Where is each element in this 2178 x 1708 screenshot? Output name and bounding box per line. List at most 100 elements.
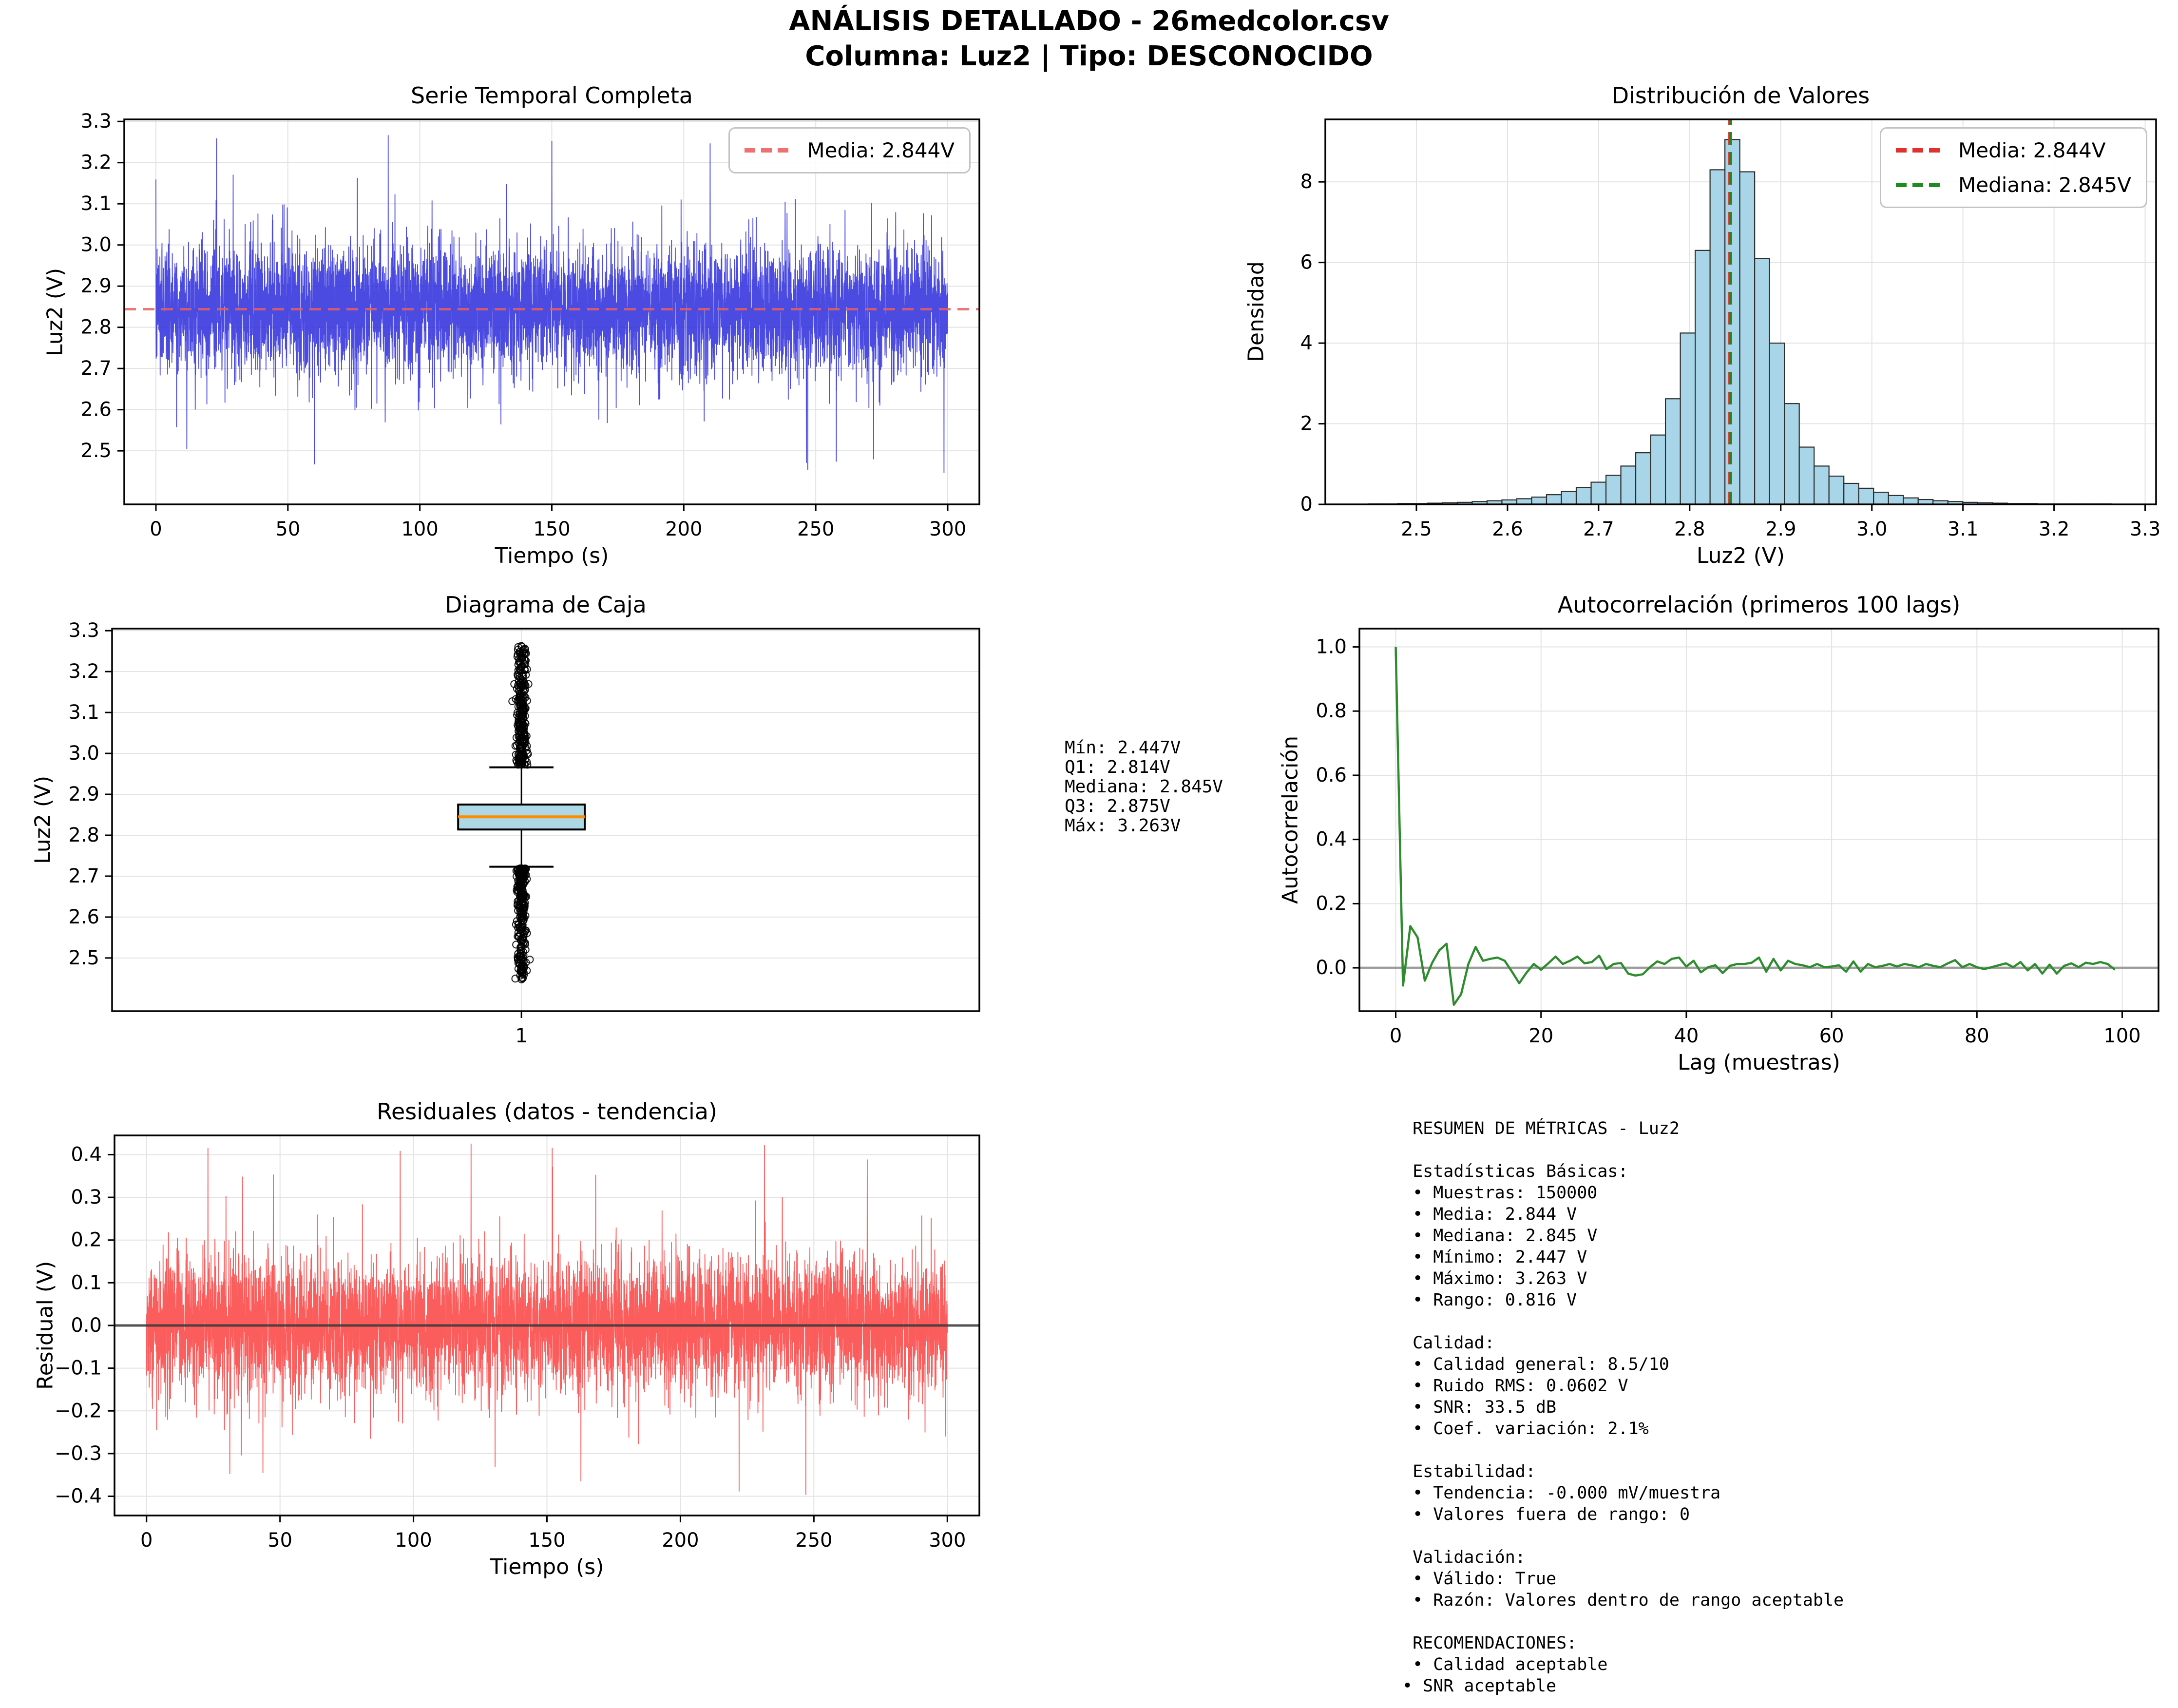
histogram-ylabel: Densidad (1243, 261, 1269, 363)
legend-label-mediana: Mediana: 2.845V (1958, 173, 2131, 197)
svg-text:250: 250 (795, 1529, 832, 1552)
svg-text:3.0: 3.0 (1856, 518, 1888, 540)
histogram-xlabel: Luz2 (V) (1696, 543, 1785, 568)
svg-text:0.1: 0.1 (71, 1271, 102, 1294)
legend-item-media: Media: 2.844V (1896, 138, 2131, 162)
boxplot-plot: 1 2.5 2.6 2.7 2.8 2.9 3.0 3.1 3.2 3.3 (68, 619, 980, 1047)
mediana-dash-sample-icon (1896, 183, 1945, 187)
svg-text:2.5: 2.5 (68, 947, 99, 969)
svg-text:3.3: 3.3 (2130, 518, 2161, 540)
svg-text:2.7: 2.7 (1583, 518, 1614, 540)
svg-text:2.6: 2.6 (68, 906, 99, 928)
timeseries-legend: Media: 2.844V (728, 127, 971, 173)
legend-item-mediana: Mediana: 2.845V (1896, 173, 2131, 197)
svg-text:3.2: 3.2 (80, 152, 112, 174)
svg-text:20: 20 (1528, 1025, 1553, 1047)
svg-text:250: 250 (797, 518, 834, 540)
svg-text:−0.3: −0.3 (55, 1442, 102, 1465)
histogram-title: Distribución de Valores (1611, 82, 1870, 109)
svg-text:50: 50 (275, 518, 300, 540)
boxplot-ylabel: Luz2 (V) (30, 775, 56, 864)
svg-text:1.0: 1.0 (1316, 636, 1347, 658)
svg-text:2.7: 2.7 (80, 357, 112, 380)
svg-text:150: 150 (533, 518, 570, 540)
suptitle-line1: ANÁLISIS DETALLADO - 26medcolor.csv (789, 5, 1389, 37)
boxplot-stats-panel: Mín: 2.447V Q1: 2.814V Mediana: 2.845V Q… (1065, 738, 1223, 836)
legend-label-media: Media: 2.844V (1958, 138, 2106, 162)
svg-text:8: 8 (1300, 171, 1313, 193)
timeseries-title: Serie Temporal Completa (411, 82, 693, 109)
svg-text:0: 0 (150, 518, 162, 540)
svg-text:2.5: 2.5 (80, 440, 112, 462)
autocorr-title: Autocorrelación (primeros 100 lags) (1557, 592, 1961, 618)
svg-text:2.6: 2.6 (80, 399, 112, 421)
svg-text:−0.1: −0.1 (55, 1357, 102, 1380)
media-dash-sample-icon (745, 148, 794, 153)
residuals-title: Residuales (datos - tendencia) (377, 1098, 717, 1125)
svg-text:0: 0 (140, 1529, 153, 1552)
legend-item-media: Media: 2.844V (745, 138, 955, 162)
media-dash-sample-icon (1896, 148, 1945, 153)
svg-text:−0.2: −0.2 (55, 1400, 102, 1422)
svg-text:2.9: 2.9 (80, 275, 112, 297)
svg-text:2.9: 2.9 (68, 783, 99, 806)
svg-text:3.1: 3.1 (68, 701, 99, 724)
svg-text:100: 100 (2103, 1025, 2140, 1047)
svg-text:0: 0 (1390, 1025, 1402, 1047)
residuals-xlabel: Tiempo (s) (490, 1554, 604, 1579)
svg-text:3.1: 3.1 (80, 192, 112, 215)
svg-text:3.3: 3.3 (80, 110, 112, 133)
svg-text:60: 60 (1819, 1025, 1844, 1047)
residuals-plot: 0 50 100 150 200 250 300 −0.4 −0.3 −0.2 −0.1 0.0 0.1… (55, 1134, 980, 1552)
svg-text:2.8: 2.8 (80, 316, 112, 339)
svg-text:200: 200 (665, 518, 702, 540)
svg-text:2.6: 2.6 (1492, 518, 1523, 540)
svg-text:0.4: 0.4 (1316, 828, 1347, 851)
svg-text:200: 200 (662, 1529, 699, 1552)
timeseries-ylabel: Luz2 (V) (42, 268, 68, 356)
svg-text:0.3: 0.3 (71, 1186, 102, 1209)
figure-suptitle: ANÁLISIS DETALLADO - 26medcolor.csv Colu… (0, 4, 2178, 74)
timeseries-xlabel: Tiempo (s) (495, 543, 609, 568)
metrics-summary-panel: RESUMEN DE MÉTRICAS - Luz2 Estadísticas … (1402, 1118, 1844, 1697)
svg-text:100: 100 (401, 518, 438, 540)
svg-text:0.2: 0.2 (71, 1229, 102, 1251)
svg-text:3.1: 3.1 (1948, 518, 1979, 540)
timeseries-plot: 0 50 100 150 200 250 300 2.5 2.6 2.7 2.8 2.9 3.0 3.1 3… (80, 110, 980, 540)
histogram-legend: Media: 2.844V Mediana: 2.845V (1880, 127, 2147, 208)
svg-text:150: 150 (528, 1529, 565, 1552)
svg-text:0: 0 (1300, 493, 1313, 516)
svg-text:0.0: 0.0 (1316, 957, 1347, 979)
svg-text:2.7: 2.7 (68, 865, 99, 887)
metrics-summary-last-line: • SNR aceptable (1402, 1676, 1557, 1696)
svg-text:3.0: 3.0 (80, 234, 112, 256)
svg-text:2.8: 2.8 (68, 824, 99, 846)
svg-text:2.5: 2.5 (1401, 518, 1432, 540)
svg-text:4: 4 (1300, 332, 1313, 354)
svg-text:1: 1 (515, 1025, 527, 1047)
svg-text:100: 100 (395, 1529, 432, 1552)
histogram-plot: 2.5 2.6 2.7 2.8 2.9 3.0 3.1 3.2 3.3 0 2 4 6 8 (1300, 118, 2160, 540)
svg-text:2.9: 2.9 (1765, 518, 1796, 540)
autocorr-xlabel: Lag (muestras) (1678, 1050, 1840, 1075)
svg-text:2: 2 (1300, 413, 1313, 435)
svg-text:300: 300 (929, 518, 966, 540)
suptitle-line2: Columna: Luz2 | Tipo: DESCONOCIDO (805, 40, 1373, 72)
svg-text:300: 300 (929, 1529, 966, 1552)
svg-text:3.0: 3.0 (68, 742, 99, 765)
svg-text:0.4: 0.4 (71, 1143, 102, 1166)
svg-text:50: 50 (267, 1529, 292, 1552)
metrics-summary-text: RESUMEN DE MÉTRICAS - Luz2 Estadísticas … (1413, 1119, 1844, 1674)
svg-text:3.2: 3.2 (2039, 518, 2070, 540)
autocorr-ylabel: Autocorrelación (1278, 735, 1303, 904)
svg-text:0.8: 0.8 (1316, 700, 1347, 722)
svg-text:40: 40 (1674, 1025, 1699, 1047)
svg-text:2.8: 2.8 (1674, 518, 1705, 540)
svg-text:0.0: 0.0 (71, 1314, 102, 1337)
svg-text:3.2: 3.2 (68, 660, 99, 683)
legend-label-media: Media: 2.844V (807, 138, 955, 162)
boxplot-title: Diagrama de Caja (445, 592, 647, 618)
autocorr-plot: 0 20 40 60 80 100 0.0 0.2 0.4 0.6 0.8 1.0 (1316, 628, 2159, 1047)
svg-text:0.6: 0.6 (1316, 764, 1347, 787)
